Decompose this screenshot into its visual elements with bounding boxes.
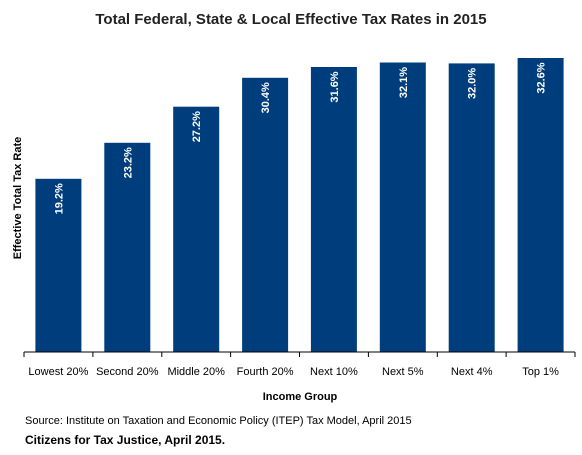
- source-note: Source: Institute on Taxation and Econom…: [25, 415, 412, 427]
- bar: [35, 178, 82, 352]
- chart-title: Total Federal, State & Local Effective T…: [95, 11, 486, 28]
- x-tick-label: Middle 20%: [167, 366, 225, 378]
- x-tick-label: Next 5%: [382, 366, 424, 378]
- bar: [310, 67, 357, 352]
- credit-note: Citizens for Tax Justice, April 2015.: [25, 433, 225, 447]
- data-label: 27.2%: [191, 111, 203, 142]
- data-label: 31.6%: [329, 71, 341, 102]
- x-tick-label: Second 20%: [96, 366, 159, 378]
- x-tick-label: Fourth 20%: [237, 366, 294, 378]
- data-label: 32.6%: [536, 62, 548, 93]
- data-label: 32.1%: [398, 67, 410, 98]
- bar: [104, 142, 151, 352]
- x-ticks-group: [23, 352, 576, 357]
- data-label: 32.0%: [467, 68, 479, 99]
- x-tick-labels-group: Lowest 20% Second 20% Middle 20% Fourth 20%…: [28, 366, 559, 378]
- data-label: 23.2%: [122, 147, 134, 178]
- x-tick-label: Lowest 20%: [28, 366, 88, 378]
- bar: [379, 62, 426, 352]
- bars-group: [35, 58, 564, 353]
- bar: [242, 77, 289, 353]
- bar: [448, 63, 495, 353]
- data-labels-group: 19.2% 23.2% 27.2% 30.4% 31.6% 32.1% 32.0% 32.6%: [53, 62, 547, 214]
- x-tick-label: Next 10%: [310, 366, 358, 378]
- x-tick-label: Next 4%: [451, 366, 493, 378]
- bar: [173, 106, 220, 352]
- data-label: 19.2%: [53, 183, 65, 214]
- x-axis-title: Income Group: [263, 391, 338, 403]
- data-label: 30.4%: [260, 82, 272, 113]
- bar: [517, 58, 564, 352]
- y-axis-title: Effective Total Tax Rate: [12, 137, 24, 259]
- x-tick-label: Top 1%: [522, 366, 559, 378]
